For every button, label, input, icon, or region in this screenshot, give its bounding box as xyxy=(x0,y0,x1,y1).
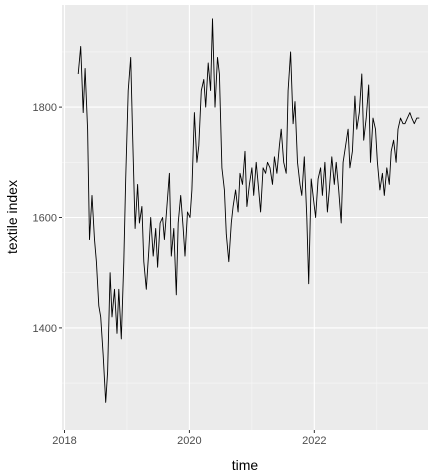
y-tick-label: 1800 xyxy=(33,102,57,114)
y-tick-label: 1400 xyxy=(33,323,57,335)
x-axis-title: time xyxy=(232,457,259,473)
major-grid xyxy=(62,5,428,430)
axis-ticks xyxy=(59,106,315,433)
x-tick-label: 2022 xyxy=(302,435,326,447)
series-layer xyxy=(77,18,420,403)
y-axis-title: textile index xyxy=(4,180,20,254)
x-tick-label: 2020 xyxy=(177,435,201,447)
series-line xyxy=(77,18,420,403)
x-tick-label: 2018 xyxy=(52,435,76,447)
tick-labels: 2018 2020 2022 1400 1600 1800 xyxy=(33,102,327,447)
y-tick-label: 1600 xyxy=(33,213,57,225)
